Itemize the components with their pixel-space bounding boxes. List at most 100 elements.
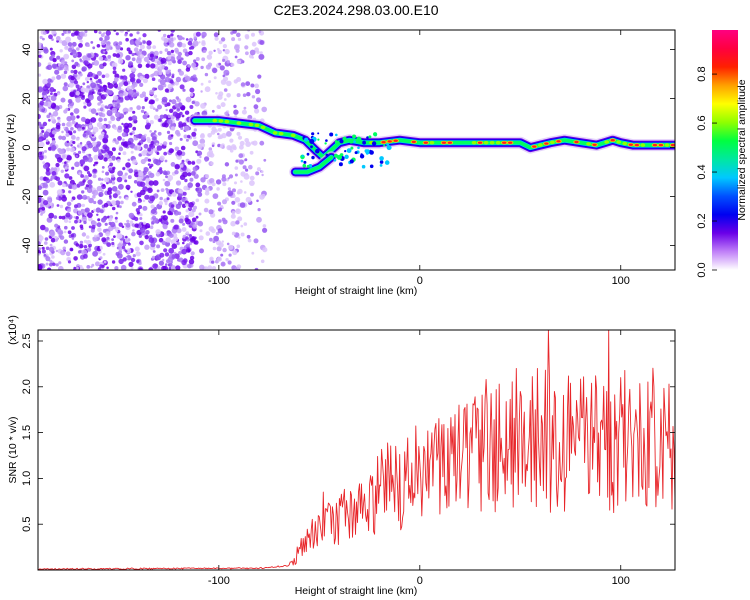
spectrogram-noise-cell — [162, 224, 168, 230]
spectrogram-noise-cell — [189, 87, 195, 93]
spectrogram-noise-cell — [106, 242, 112, 248]
spectrogram-noise-cell — [164, 122, 169, 128]
spectrogram-noise-cell — [87, 179, 93, 185]
spectrogram-noise-cell — [162, 215, 168, 221]
spectrogram-noise-cell — [233, 79, 238, 84]
spectrogram-noise-cell — [116, 99, 121, 104]
spectrogram-noise-cell — [139, 82, 144, 87]
spectrogram-noise-cell — [118, 246, 123, 251]
spectrogram-noise-cell — [237, 135, 243, 140]
spectrogram-noise-cell — [262, 227, 268, 233]
spectrogram-noise-cell — [138, 171, 144, 177]
spectrogram-noise-cell — [110, 115, 115, 120]
spectrogram-noise-cell — [189, 235, 193, 239]
spectrogram-noise-cell — [131, 52, 135, 57]
spectrogram-noise-cell — [98, 31, 102, 35]
spectrogram-noise-cell — [152, 147, 157, 152]
spectrogram-noise-cell — [84, 118, 91, 125]
spectrogram-noise-cell — [147, 187, 153, 194]
spectrogram-noise-cell — [170, 134, 174, 137]
spectrogram-noise-cell — [87, 156, 93, 163]
spectrogram-noise-cell — [249, 150, 254, 155]
spectrogram-noise-cell — [182, 191, 187, 196]
spectrogram-noise-cell — [97, 84, 101, 87]
spectrogram-noise-cell — [195, 182, 201, 188]
spectrogram-noise-cell — [176, 41, 183, 48]
spectrogram-noise-cell — [73, 108, 80, 114]
spectrogram-noise-cell — [221, 240, 224, 243]
spectrogram-noise-cell — [155, 229, 161, 235]
spectrogram-noise-cell — [41, 130, 45, 133]
spectrogram-noise-cell — [226, 80, 232, 87]
spectrogram-noise-cell — [195, 215, 199, 219]
spectrogram-noise-cell — [69, 247, 74, 252]
spectrogram-noise-cell — [55, 36, 61, 41]
spectrogram-noise-cell — [167, 174, 174, 181]
spectrogram-noise-cell — [124, 125, 129, 130]
spectrogram-noise-cell — [127, 242, 131, 246]
spectrogram-noise-cell — [169, 141, 173, 146]
spectrogram-noise-cell — [220, 144, 224, 148]
spectrogram-noise-cell — [79, 39, 83, 43]
spectrogram-noise-cell — [75, 137, 80, 141]
spectrogram-noise-cell — [146, 60, 151, 65]
spectrogram-noise-cell — [204, 86, 211, 93]
spectrogram-core-peak — [447, 141, 453, 144]
spectrogram-noise-cell — [103, 157, 108, 162]
spectrogram-core-peak — [423, 141, 428, 144]
spectrogram-noise-cell — [148, 237, 155, 244]
spectrogram-transition-cell — [311, 132, 315, 136]
spectrogram-noise-cell — [236, 244, 241, 249]
spectrogram-noise-cell — [91, 141, 97, 147]
spectrogram-noise-cell — [223, 88, 228, 92]
spectrogram-noise-cell — [152, 136, 157, 141]
spectrogram-noise-cell — [85, 98, 91, 104]
spectrogram-noise-cell — [181, 197, 186, 203]
spectrogram-noise-cell — [182, 88, 186, 92]
spectrogram-noise-cell — [50, 237, 56, 243]
spectrogram-noise-cell — [61, 122, 66, 127]
spectrogram-noise-cell — [98, 193, 102, 197]
spectrogram-noise-cell — [228, 174, 234, 179]
spectrogram-noise-cell — [100, 40, 106, 46]
spectrogram-noise-cell — [141, 91, 146, 96]
spectrogram-noise-cell — [224, 162, 230, 167]
spectrogram-noise-cell — [188, 241, 193, 246]
spectrogram-noise-cell — [238, 159, 244, 165]
spectrogram-noise-cell — [191, 62, 197, 68]
spectrogram-noise-cell — [218, 40, 223, 45]
spectrogram-noise-cell — [185, 96, 192, 103]
spectrogram-noise-cell — [83, 105, 87, 109]
spectrogram-noise-cell — [63, 53, 70, 60]
spectrogram-noise-cell — [153, 107, 156, 110]
spectrogram-noise-cell — [164, 180, 171, 187]
spectrogram-noise-cell — [64, 45, 69, 51]
spectrogram-noise-cell — [104, 222, 108, 226]
spectrogram-noise-cell — [113, 138, 117, 142]
spectrogram-noise-cell — [67, 30, 71, 34]
spectrogram-noise-cell — [66, 147, 71, 152]
spectrogram-noise-cell — [187, 64, 191, 68]
spectrogram-noise-cell — [178, 218, 184, 224]
spectrogram-noise-cell — [55, 162, 60, 168]
spectrogram-noise-cell — [47, 128, 51, 133]
spectrogram-noise-cell — [184, 76, 190, 81]
spectrogram-noise-cell — [118, 146, 124, 152]
spectrogram-noise-cell — [122, 242, 127, 247]
spectrogram-noise-cell — [259, 40, 265, 45]
spectrogram-noise-cell — [59, 235, 65, 240]
spectrogram-noise-cell — [82, 82, 86, 86]
spectrogram-noise-cell — [204, 187, 210, 193]
spectrogram-noise-cell — [87, 184, 92, 189]
spectrogram-noise-cell — [161, 96, 168, 103]
spectrogram-noise-cell — [199, 229, 203, 233]
spectrogram-noise-cell — [173, 224, 179, 230]
spectrogram-noise-cell — [169, 42, 175, 48]
spectrogram-noise-cell — [99, 209, 104, 214]
spectrogram-noise-cell — [152, 180, 159, 186]
spectrogram-noise-cell — [184, 110, 190, 115]
spectrogram-noise-cell — [199, 248, 204, 254]
spectrogram-transition-cell — [336, 154, 342, 160]
spectrogram-noise-cell — [74, 219, 78, 224]
spectrogram-noise-cell — [257, 74, 262, 79]
